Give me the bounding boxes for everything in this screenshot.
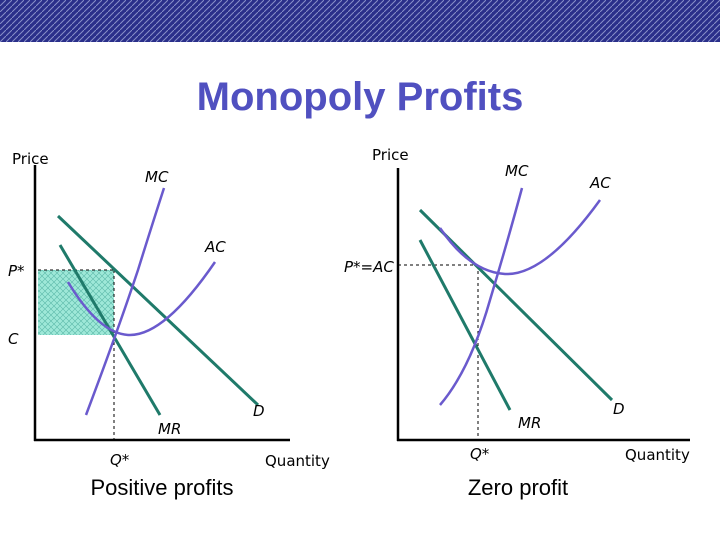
ac-curve	[438, 199, 602, 276]
ac-curve	[66, 261, 217, 337]
mr-curve	[418, 239, 512, 411]
c-label: C	[8, 330, 19, 348]
y-label: Price	[372, 146, 409, 164]
caption: Zero profit	[468, 475, 568, 500]
q-star-label: Q*	[110, 451, 130, 469]
demand-curve	[56, 214, 260, 407]
title: Monopoly Profits	[197, 75, 524, 119]
ac-label: AC	[589, 174, 611, 192]
p-star-label: P*	[8, 262, 25, 280]
mc-curve	[439, 187, 524, 406]
mc-label: MC	[145, 168, 169, 186]
caption: Positive profits	[90, 475, 233, 500]
mc-curve	[84, 187, 166, 416]
d-label: D	[253, 402, 265, 420]
left-panel: Price MC AC P* C MR D Q* Quantity Positi…	[8, 150, 330, 500]
mr-label: MR	[518, 414, 541, 432]
right-panel: Price MC AC P*=AC MR D Q* Quantity Zero …	[344, 146, 690, 500]
d-label: D	[613, 400, 625, 418]
ac-label: AC	[204, 238, 226, 256]
x-label: Quantity	[265, 452, 330, 470]
q-star-label: Q*	[470, 445, 490, 463]
mc-label: MC	[505, 162, 529, 180]
p-star-label: P*=AC	[344, 258, 394, 276]
banner	[0, 0, 720, 42]
y-label: Price	[12, 150, 49, 168]
mr-label: MR	[158, 420, 181, 438]
x-label: Quantity	[625, 446, 690, 464]
demand-curve	[418, 208, 614, 402]
